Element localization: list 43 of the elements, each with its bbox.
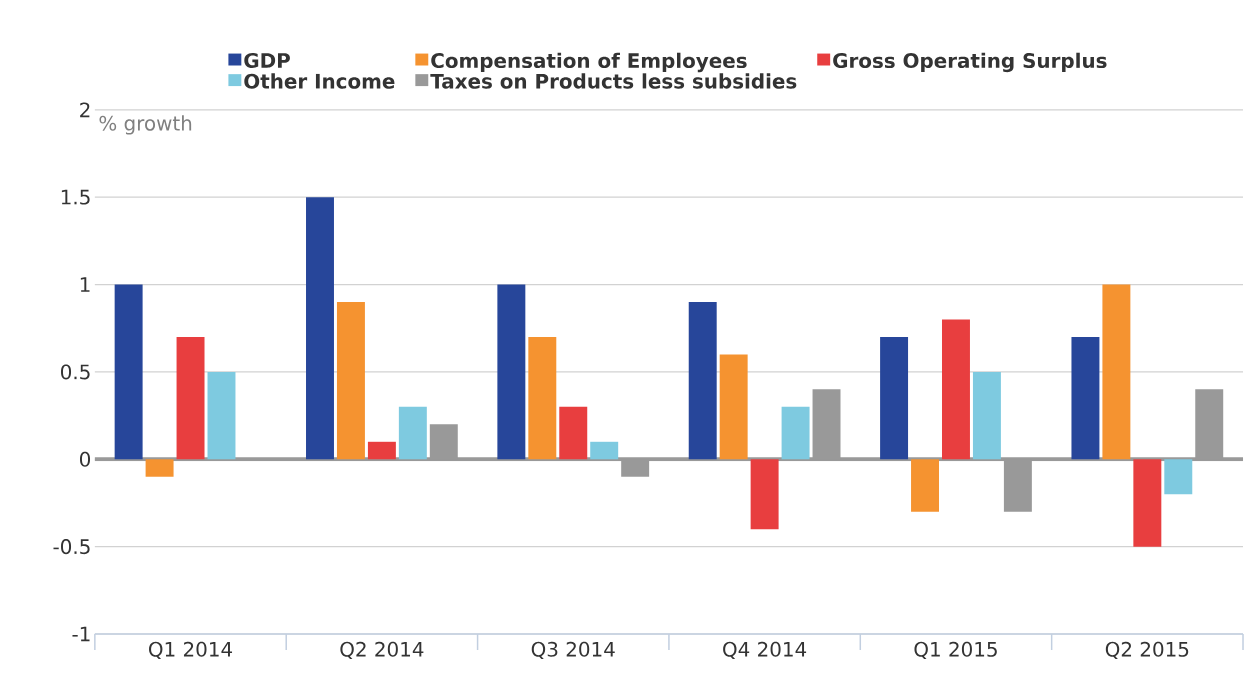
bar xyxy=(750,459,779,530)
x-tick-label: Q4 2014 xyxy=(723,641,807,660)
bar xyxy=(1071,337,1100,460)
bar xyxy=(1102,284,1131,460)
y-tick-label: 1.5 xyxy=(61,189,90,205)
bar xyxy=(528,337,557,460)
bar xyxy=(1164,459,1193,495)
bar xyxy=(1133,459,1162,547)
bar xyxy=(336,302,365,460)
x-tick-label: Q1 2015 xyxy=(914,641,997,660)
bar xyxy=(176,337,205,460)
bar xyxy=(688,302,717,460)
legend-label: Gross Operating Surplus xyxy=(833,52,1107,73)
y-axis-title: % growth xyxy=(99,115,192,135)
bar xyxy=(942,319,970,460)
legend-label: Other Income xyxy=(244,73,395,89)
bar xyxy=(367,441,396,460)
bar xyxy=(972,371,1001,460)
bar xyxy=(719,354,748,460)
y-tick-label: 0.5 xyxy=(61,364,90,380)
x-tick-label: Q3 2014 xyxy=(531,641,615,660)
x-tick-label: Q2 2014 xyxy=(340,641,424,660)
x-tick-label: Q1 2014 xyxy=(149,641,233,660)
y-tick-label: 1 xyxy=(80,277,90,292)
bar xyxy=(114,284,143,460)
bar xyxy=(911,459,939,512)
bar xyxy=(306,197,334,460)
bar xyxy=(398,406,427,460)
bar xyxy=(497,284,526,460)
y-tick-label: -0.5 xyxy=(53,539,90,555)
bar xyxy=(880,337,909,460)
bar xyxy=(145,459,174,477)
bar xyxy=(559,406,588,460)
bar xyxy=(781,406,810,460)
x-tick-label: Q2 2015 xyxy=(1105,641,1189,660)
legend-label: Compensation of Employees xyxy=(431,52,747,73)
y-tick-label: 0 xyxy=(79,451,91,467)
y-tick-label: 2 xyxy=(80,102,90,118)
y-tick-label: -1 xyxy=(72,626,90,642)
bar xyxy=(207,371,236,460)
bar xyxy=(590,441,619,460)
legend-label: GDP xyxy=(244,52,290,68)
legend-label: Taxes on Products less subsidies xyxy=(430,73,797,89)
